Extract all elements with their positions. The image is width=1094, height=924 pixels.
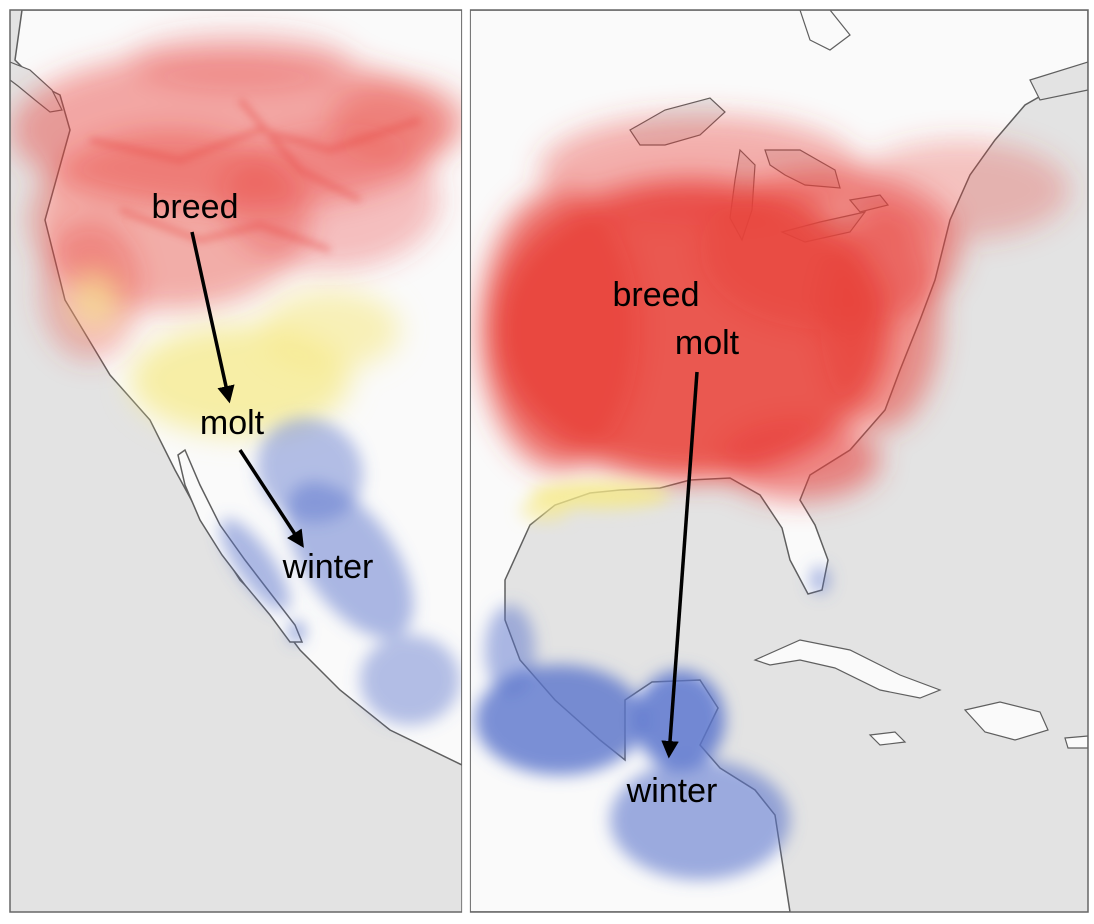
right-breeding-range (480, 115, 1070, 500)
panel-separator (462, 0, 470, 924)
left-arrow-breed-to-molt (190, 231, 235, 404)
right-label-molt: molt (675, 324, 740, 362)
left-label-winter: winter (282, 548, 374, 586)
left-arrow-molt-to-winter (238, 449, 304, 548)
cuba (753, 639, 942, 699)
arctic-island (799, 10, 851, 51)
left-map-panel: breed molt winter (10, 10, 462, 912)
left-breeding-streaks (89, 98, 421, 253)
left-winter-range (220, 417, 460, 725)
puerto-rico (1064, 735, 1088, 749)
right-winter-range (475, 566, 830, 880)
left-molt-range (70, 270, 400, 435)
right-label-breed: breed (613, 276, 700, 314)
right-molt-range (520, 481, 670, 522)
hispaniola (963, 701, 1049, 741)
left-label-breed: breed (152, 188, 239, 226)
right-arrow-molt-to-winter (661, 371, 699, 759)
right-map-panel: breed molt winter (470, 10, 1088, 912)
left-label-molt: molt (200, 404, 265, 442)
jamaica (868, 731, 907, 746)
right-label-winter: winter (626, 772, 718, 810)
